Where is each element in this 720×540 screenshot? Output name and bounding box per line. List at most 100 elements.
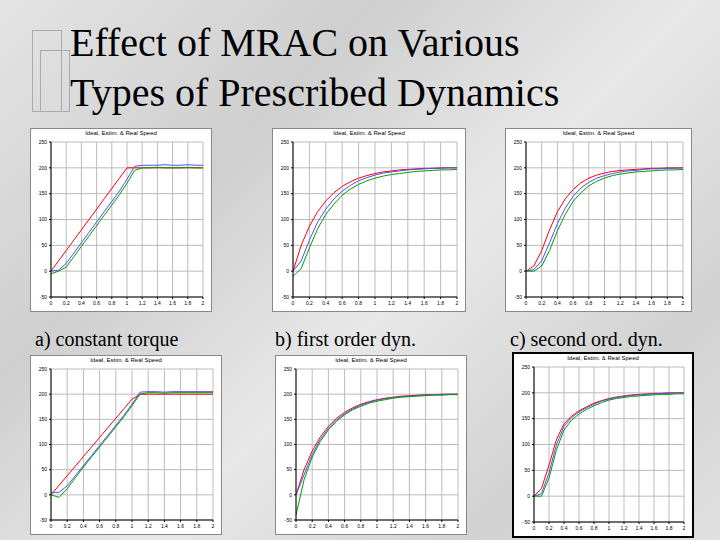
svg-text:50: 50 [524, 467, 530, 473]
svg-text:100: 100 [514, 216, 523, 222]
svg-text:100: 100 [522, 441, 531, 447]
svg-text:100: 100 [284, 441, 293, 447]
svg-text:1.2: 1.2 [145, 523, 152, 529]
svg-text:0.4: 0.4 [325, 523, 332, 529]
svg-text:150: 150 [39, 190, 48, 196]
svg-text:200: 200 [284, 391, 293, 397]
svg-text:0.8: 0.8 [108, 300, 115, 306]
svg-text:1.2: 1.2 [617, 300, 624, 306]
svg-text:1.6: 1.6 [648, 300, 655, 306]
svg-text:250: 250 [284, 366, 293, 372]
svg-text:0: 0 [50, 300, 53, 306]
svg-text:1.8: 1.8 [666, 525, 673, 531]
svg-text:1.4: 1.4 [406, 523, 413, 529]
svg-text:1.4: 1.4 [404, 300, 411, 306]
svg-text:1: 1 [608, 525, 611, 531]
svg-text:0.2: 0.2 [538, 300, 545, 306]
svg-text:150: 150 [514, 190, 523, 196]
svg-text:0.6: 0.6 [93, 300, 100, 306]
svg-text:0.8: 0.8 [591, 525, 598, 531]
svg-text:1.4: 1.4 [632, 300, 639, 306]
svg-text:0.8: 0.8 [357, 523, 364, 529]
svg-text:100: 100 [281, 216, 290, 222]
svg-text:-50: -50 [40, 517, 47, 523]
svg-text:0.4: 0.4 [80, 523, 87, 529]
svg-text:1: 1 [603, 300, 606, 306]
svg-text:0.6: 0.6 [570, 300, 577, 306]
svg-text:0.2: 0.2 [306, 300, 313, 306]
svg-text:0: 0 [50, 523, 53, 529]
svg-text:100: 100 [39, 216, 48, 222]
svg-text:150: 150 [284, 416, 293, 422]
svg-text:1.2: 1.2 [621, 525, 628, 531]
svg-text:1.6: 1.6 [421, 300, 428, 306]
svg-text:1.6: 1.6 [177, 523, 184, 529]
svg-text:50: 50 [41, 242, 47, 248]
svg-text:50: 50 [283, 242, 289, 248]
svg-text:0: 0 [44, 268, 47, 274]
svg-text:0.4: 0.4 [561, 525, 568, 531]
svg-text:1: 1 [376, 523, 379, 529]
svg-text:50: 50 [41, 466, 47, 472]
svg-text:0: 0 [289, 492, 292, 498]
svg-text:0.2: 0.2 [64, 523, 71, 529]
svg-text:-50: -50 [285, 517, 292, 523]
svg-text:1.2: 1.2 [390, 523, 397, 529]
svg-text:1.4: 1.4 [161, 523, 168, 529]
svg-text:0.2: 0.2 [309, 523, 316, 529]
svg-text:50: 50 [286, 466, 292, 472]
svg-text:0.4: 0.4 [78, 300, 85, 306]
svg-text:1: 1 [126, 300, 129, 306]
svg-text:0: 0 [519, 268, 522, 274]
svg-text:250: 250 [514, 139, 523, 145]
svg-text:200: 200 [522, 390, 531, 396]
svg-text:200: 200 [39, 391, 48, 397]
svg-text:-50: -50 [515, 294, 522, 300]
svg-text:0.6: 0.6 [576, 525, 583, 531]
svg-text:0.4: 0.4 [554, 300, 561, 306]
svg-text:250: 250 [39, 139, 48, 145]
svg-text:-50: -50 [40, 294, 47, 300]
svg-text:2: 2 [202, 300, 205, 306]
svg-text:1.8: 1.8 [437, 300, 444, 306]
svg-text:0.6: 0.6 [341, 523, 348, 529]
svg-text:0: 0 [527, 493, 530, 499]
svg-text:0: 0 [525, 300, 528, 306]
svg-text:250: 250 [522, 364, 531, 370]
svg-text:1.8: 1.8 [664, 300, 671, 306]
svg-text:150: 150 [39, 416, 48, 422]
svg-text:150: 150 [281, 190, 290, 196]
svg-text:1: 1 [131, 523, 134, 529]
svg-text:0.4: 0.4 [322, 300, 329, 306]
svg-text:0.8: 0.8 [355, 300, 362, 306]
svg-text:0.6: 0.6 [339, 300, 346, 306]
svg-text:2: 2 [682, 300, 685, 306]
svg-text:1: 1 [374, 300, 377, 306]
svg-text:2: 2 [456, 300, 459, 306]
svg-text:1.6: 1.6 [651, 525, 658, 531]
svg-text:2: 2 [683, 525, 686, 531]
svg-text:-50: -50 [282, 294, 289, 300]
svg-text:0: 0 [44, 492, 47, 498]
svg-text:-50: -50 [523, 519, 530, 525]
svg-text:1.6: 1.6 [169, 300, 176, 306]
svg-text:0: 0 [295, 523, 298, 529]
svg-text:200: 200 [514, 165, 523, 171]
svg-text:2: 2 [457, 523, 460, 529]
svg-text:0.2: 0.2 [63, 300, 70, 306]
svg-text:250: 250 [39, 366, 48, 372]
svg-text:100: 100 [39, 441, 48, 447]
svg-text:1.4: 1.4 [154, 300, 161, 306]
svg-text:1.2: 1.2 [388, 300, 395, 306]
svg-text:0.8: 0.8 [585, 300, 592, 306]
svg-text:0.6: 0.6 [96, 523, 103, 529]
svg-text:250: 250 [281, 139, 290, 145]
svg-text:1.8: 1.8 [193, 523, 200, 529]
svg-text:0: 0 [533, 525, 536, 531]
svg-text:0.2: 0.2 [546, 525, 553, 531]
svg-text:1.2: 1.2 [139, 300, 146, 306]
svg-text:200: 200 [281, 165, 290, 171]
svg-text:50: 50 [516, 242, 522, 248]
svg-text:1.4: 1.4 [636, 525, 643, 531]
svg-text:0: 0 [292, 300, 295, 306]
